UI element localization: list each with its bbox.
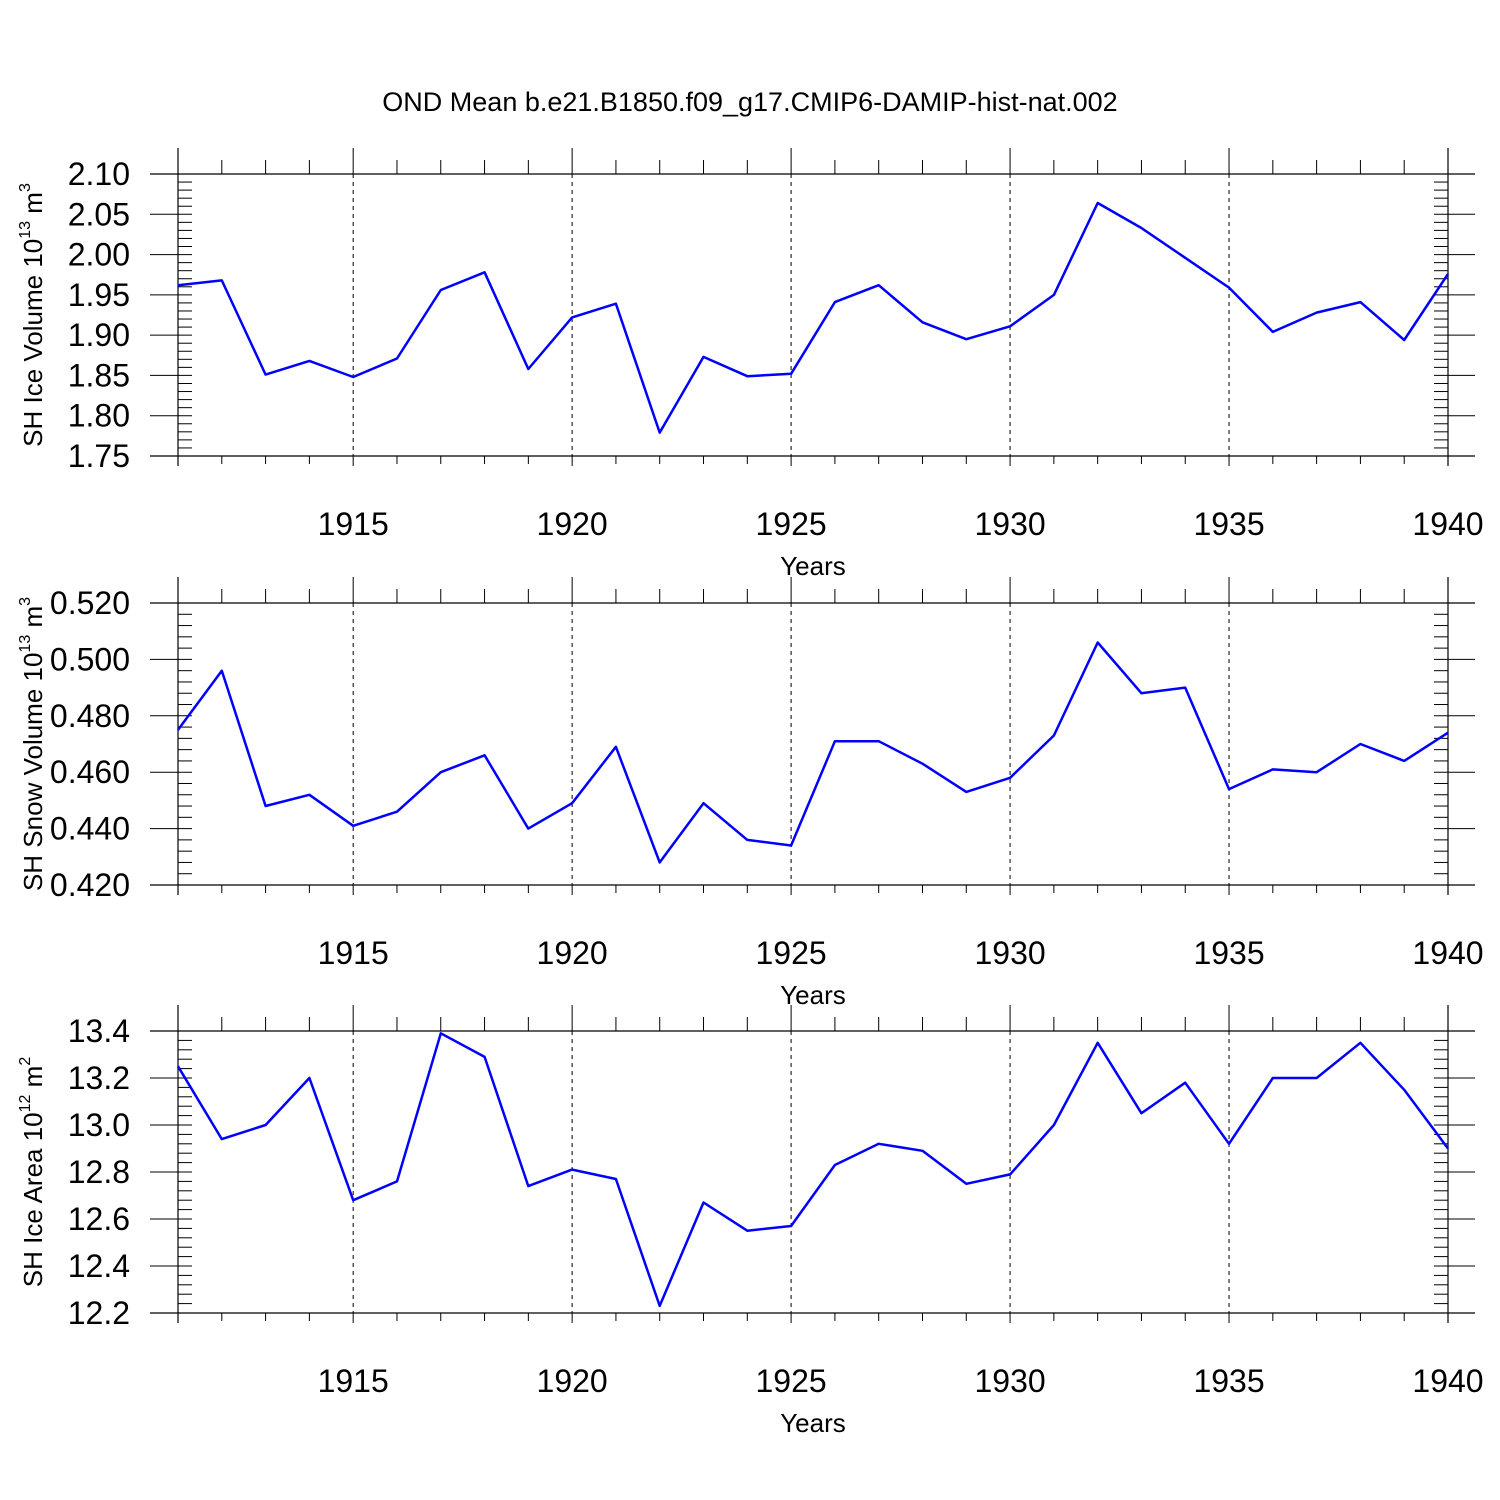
y-axis-label-superscript: 13 — [17, 635, 34, 653]
series-line — [176, 641, 1449, 864]
x-tick-label: 1930 — [974, 506, 1045, 542]
x-axis-label: Years — [780, 551, 846, 581]
y-tick-label: 12.2 — [68, 1295, 130, 1331]
x-tick-label: 1935 — [1193, 1363, 1264, 1399]
y-tick-label: 0.420 — [50, 867, 130, 903]
y-tick-label: 1.90 — [68, 317, 130, 353]
y-tick-label: 1.75 — [68, 438, 130, 474]
x-tick-label: 1925 — [756, 935, 827, 971]
y-axis-label: SH Ice Volume 1013 m3 — [17, 183, 48, 447]
x-tick-label: 1935 — [1193, 935, 1264, 971]
y-axis-label-part: m — [18, 606, 48, 635]
y-tick-label: 0.460 — [50, 754, 130, 790]
x-tick-label: 1930 — [974, 1363, 1045, 1399]
x-tick-label: 1940 — [1412, 506, 1483, 542]
x-axis-label: Years — [780, 980, 846, 1010]
y-axis-label-superscript: 2 — [17, 1057, 34, 1066]
x-tick-label: 1925 — [756, 1363, 827, 1399]
y-axis-label-part: m — [18, 192, 48, 221]
y-tick-label: 0.500 — [50, 641, 130, 677]
y-axis-label: SH Ice Area 1012 m2 — [17, 1057, 48, 1288]
y-tick-label: 13.4 — [68, 1013, 130, 1049]
y-tick-label: 1.85 — [68, 357, 130, 393]
chart-panel-ice-volume: 1.75 1.80 1.85 1.90 1.95 2.00 2.05 2.10 1915 1920… — [17, 148, 1484, 581]
y-axis-label-superscript: 13 — [17, 221, 34, 239]
x-tick-label: 1920 — [537, 1363, 608, 1399]
y-tick-label: 12.6 — [68, 1201, 130, 1237]
y-tick-label: 2.05 — [68, 196, 130, 232]
series-line — [176, 1032, 1450, 1308]
series-line — [177, 201, 1450, 434]
y-axis-label: SH Snow Volume 1013 m3 — [17, 597, 48, 891]
x-tick-label: 1915 — [318, 935, 389, 971]
y-tick-label: 13.2 — [68, 1060, 130, 1096]
y-axis-label-part: SH Ice Area 10 — [18, 1112, 48, 1287]
x-tick-label: 1935 — [1193, 506, 1264, 542]
y-axis-label-part: SH Snow Volume 10 — [18, 653, 48, 891]
x-tick-label: 1920 — [537, 935, 608, 971]
y-tick-label: 1.95 — [68, 277, 130, 313]
x-tick-label: 1940 — [1412, 935, 1483, 971]
x-axis-label: Years — [780, 1408, 846, 1438]
y-tick-label: 2.00 — [68, 237, 130, 273]
y-axis-label-superscript: 3 — [17, 597, 34, 606]
y-tick-label: 0.520 — [50, 585, 130, 621]
x-tick-label: 1915 — [318, 506, 389, 542]
y-tick-label: 1.80 — [68, 398, 130, 434]
y-axis-label-superscript: 3 — [17, 183, 34, 192]
y-tick-label: 2.10 — [68, 156, 130, 192]
x-tick-label: 1930 — [974, 935, 1045, 971]
y-tick-label: 0.480 — [50, 698, 130, 734]
panels: 1.75 1.80 1.85 1.90 1.95 2.00 2.05 2.10 1915 1920… — [17, 148, 1484, 1438]
y-tick-label: 12.8 — [68, 1154, 130, 1190]
x-tick-label: 1920 — [537, 506, 608, 542]
y-axis-label-part: SH Ice Volume 10 — [18, 239, 48, 447]
x-tick-label: 1915 — [318, 1363, 389, 1399]
x-tick-label: 1925 — [756, 506, 827, 542]
x-tick-label: 1940 — [1412, 1363, 1483, 1399]
y-tick-label: 13.0 — [68, 1107, 130, 1143]
chart-panel-snow-volume: 0.420 0.440 0.460 0.480 0.500 0.520 1915 1920 19… — [17, 577, 1484, 1010]
chart-panel-ice-area: 12.2 12.4 12.6 12.8 13.0 13.2 13.4 1915 1920 1925… — [17, 1005, 1484, 1438]
y-axis-label-part: m — [18, 1066, 48, 1095]
y-tick-label: 0.440 — [50, 811, 130, 847]
y-tick-label: 12.4 — [68, 1248, 130, 1284]
figure-title: OND Mean b.e21.B1850.f09_g17.CMIP6-DAMIP… — [382, 87, 1117, 117]
y-axis-label-superscript: 12 — [17, 1094, 34, 1112]
